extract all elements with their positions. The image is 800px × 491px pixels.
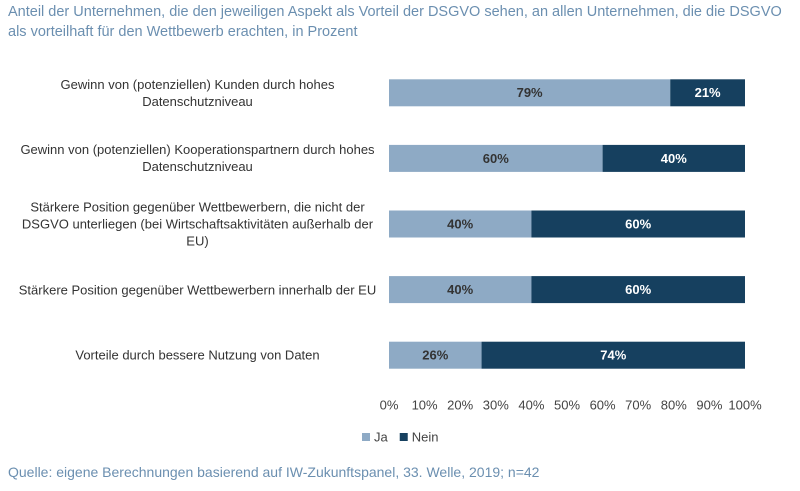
value-label: 26% xyxy=(422,348,448,363)
x-tick-label: 90% xyxy=(696,397,722,412)
bar-segment xyxy=(602,144,745,172)
source-note: Quelle: eigene Berechnungen basierend au… xyxy=(8,464,540,480)
x-tick-label: 10% xyxy=(412,397,438,412)
x-tick-label: 60% xyxy=(590,397,616,412)
value-label: 60% xyxy=(625,216,651,231)
category-label: Stärkere Position gegenüber Wettbewerber… xyxy=(18,282,377,298)
bar-segment xyxy=(389,276,532,304)
bar-segment xyxy=(531,276,745,304)
value-label: 40% xyxy=(447,216,473,231)
bar-segment xyxy=(531,210,745,238)
x-tick-label: 30% xyxy=(483,397,509,412)
x-tick-label: 40% xyxy=(518,397,544,412)
x-tick-label: 50% xyxy=(554,397,580,412)
value-label: 21% xyxy=(695,85,721,100)
x-tick-label: 70% xyxy=(625,397,651,412)
value-label: 60% xyxy=(483,151,509,166)
legend-swatch xyxy=(399,433,408,441)
value-label: 79% xyxy=(517,85,543,100)
legend-label: Nein xyxy=(412,429,439,444)
bar-segment xyxy=(389,210,532,238)
legend-label: Ja xyxy=(374,429,389,444)
x-tick-label: 80% xyxy=(661,397,687,412)
value-label: 74% xyxy=(600,348,626,363)
bar-segment xyxy=(389,79,671,107)
category-label: Vorteile durch bessere Nutzung von Daten xyxy=(75,347,320,363)
value-label: 60% xyxy=(625,282,651,297)
x-tick-label: 100% xyxy=(728,397,762,412)
category-label: Stärkere Position gegenüber Wettbewerber… xyxy=(21,199,374,249)
category-label: Gewinn von (potenziellen) Kooperationspa… xyxy=(20,142,375,175)
bar-segment xyxy=(670,79,745,107)
chart-title: Anteil der Unternehmen, die den jeweilig… xyxy=(8,4,782,40)
legend-swatch xyxy=(362,433,370,441)
x-tick-label: 0% xyxy=(380,397,399,412)
x-tick-label: 20% xyxy=(447,397,473,412)
value-label: 40% xyxy=(447,282,473,297)
value-label: 40% xyxy=(661,151,687,166)
bar-segment xyxy=(389,144,603,172)
bar-segment xyxy=(481,341,745,369)
bar-segment xyxy=(389,341,482,369)
category-label: Gewinn von (potenziellen) Kunden durch h… xyxy=(60,76,335,109)
